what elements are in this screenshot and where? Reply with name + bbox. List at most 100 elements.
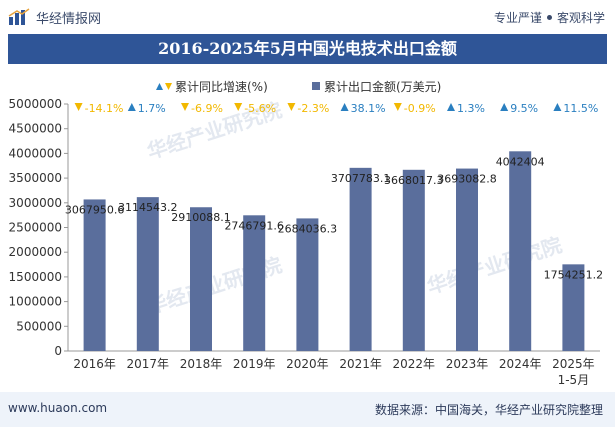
x-tick-label-line: 2022年 (393, 357, 436, 371)
top-bar: 华经情报网 专业严谨 客观科学 (0, 0, 615, 34)
bar-value-label: 4042404 (496, 155, 545, 168)
brand-logo-icon (8, 8, 30, 25)
y-tick-label: 1000000 (9, 295, 62, 309)
x-tick-label-line: 2018年 (180, 357, 223, 371)
legend-growth-label: 累计同比增速(%) (175, 80, 268, 94)
y-tick-label: 4000000 (9, 146, 62, 160)
bar-value-label: 3693082.8 (437, 173, 497, 186)
y-tick-label: 2500000 (9, 221, 62, 235)
y-tick-label: 3500000 (9, 171, 62, 185)
bar-2022年 (402, 169, 425, 351)
footer: www.huaon.com 数据来源：中国海关，华经产业研究院整理 (0, 392, 615, 427)
bar-2017年 (136, 197, 159, 351)
growth-up-icon (447, 103, 455, 111)
growth-value-label: -2.3% (297, 102, 329, 115)
growth-value-label: 38.1% (351, 102, 386, 115)
bar-value-label: 3707783.1 (331, 172, 391, 185)
y-tick-label: 4500000 (9, 122, 62, 136)
growth-marker: 1.7% (127, 102, 166, 115)
legend-growth-icon-down (165, 83, 172, 90)
growth-value-label: -0.9% (404, 102, 436, 115)
x-tick-label-line: 2025年 (552, 357, 595, 371)
x-tick-label-line: 2024年 (499, 357, 542, 371)
growth-marker: 9.5% (500, 102, 538, 115)
bar-value-label: 2910088.1 (171, 211, 231, 224)
x-tick-label: 2023年 (446, 357, 489, 371)
bar-value-label: 1754251.2 (544, 268, 604, 281)
x-tick-label-line: 2017年 (127, 357, 170, 371)
growth-marker: 38.1% (340, 102, 386, 115)
x-tick-label: 2020年 (286, 357, 329, 371)
x-tick-label-line: 1-5月 (558, 373, 590, 387)
growth-marker: -6.9% (181, 102, 223, 115)
bar-2019年 (243, 215, 266, 351)
bar-value-label: 2684036.3 (278, 222, 338, 235)
x-tick-label: 2019年 (233, 357, 276, 371)
bar-2020年 (296, 218, 319, 351)
growth-marker: -14.1% (74, 102, 124, 115)
y-tick-label: 1500000 (9, 270, 62, 284)
bar-value-label: 3114543.2 (118, 201, 178, 214)
growth-value-label: 1.3% (457, 102, 485, 115)
growth-down-icon (234, 103, 243, 111)
bar-2016年 (83, 199, 106, 351)
growth-markers: -14.1% 1.7% -6.9% -5.6% -2.3% 38.1% -0.9% 1.3% 9… (74, 102, 598, 115)
x-tick-label: 2018年 (180, 357, 223, 371)
x-tick-label: 2024年 (499, 357, 542, 371)
growth-marker: -2.3% (287, 102, 329, 115)
x-tick-label-line: 2021年 (339, 357, 382, 371)
growth-down-icon (287, 103, 296, 111)
y-tick-label: 500000 (16, 319, 62, 333)
brand: 华经情报网 (8, 8, 102, 27)
bar-2024年 (509, 151, 532, 351)
bar-labels: 3067950.63114543.22910088.12746791.62684… (65, 155, 603, 281)
slogan-dot-icon (546, 15, 552, 20)
footer-source: 数据来源：中国海关，华经产业研究院整理 (374, 403, 603, 417)
bars (83, 151, 585, 351)
y-tick-label: 3000000 (9, 196, 62, 210)
x-tick-label-line: 2019年 (233, 357, 276, 371)
growth-up-icon (340, 103, 349, 111)
growth-marker: 11.5% (553, 102, 598, 115)
chart-title: 2016-2025年5月中国光电技术出口金额 (8, 34, 607, 64)
growth-up-icon (500, 103, 509, 111)
growth-marker: -0.9% (393, 102, 436, 115)
slogan: 专业严谨 客观科学 (494, 9, 605, 26)
growth-marker: -5.6% (234, 102, 276, 115)
footer-website: www.huaon.com (8, 401, 108, 415)
x-tick-label: 2025年 1-5月 (552, 357, 595, 387)
x-tick-label-line: 2020年 (286, 357, 329, 371)
growth-down-icon (74, 103, 83, 111)
brand-name: 华经情报网 (36, 11, 102, 27)
bar-2018年 (190, 207, 212, 351)
growth-value-label: 11.5% (563, 102, 598, 115)
bar-2021年 (349, 167, 372, 351)
x-tick-label: 2021年 (339, 357, 382, 371)
growth-value-label: 1.7% (138, 102, 166, 115)
x-tick-label-line: 2016年 (73, 357, 116, 371)
y-tick-label: 5000000 (9, 97, 62, 111)
growth-value-label: -14.1% (85, 102, 124, 115)
x-tick-labels: 2016年 2017年 2018年 2019年 2020年 2021年 2022年 2023年… (73, 357, 594, 387)
bar-2025年 1-5月 (562, 264, 585, 351)
legend-amount-swatch (312, 82, 320, 90)
x-tick-label: 2016年 (73, 357, 116, 371)
growth-up-icon (127, 103, 136, 111)
growth-value-label: 9.5% (510, 102, 538, 115)
growth-value-label: -6.9% (191, 102, 223, 115)
slogan-left: 专业严谨 (493, 11, 542, 25)
growth-down-icon (181, 103, 189, 111)
bar-value-label: 3067950.6 (65, 203, 125, 216)
growth-up-icon (553, 103, 562, 111)
bar-value-label: 3668017.3 (384, 174, 444, 187)
x-tick-label-line: 2023年 (446, 357, 489, 371)
legend-amount-label: 累计出口金额(万美元) (324, 79, 441, 94)
growth-down-icon (393, 103, 402, 111)
y-tick-label: 0 (54, 344, 62, 358)
watermark-text: 华经产业研究院 (424, 233, 565, 299)
y-tick-label: 2000000 (9, 245, 62, 259)
bar-2023年 (456, 168, 478, 351)
bar-value-label: 2746791.6 (224, 219, 284, 232)
slogan-right: 客观科学 (556, 11, 605, 25)
